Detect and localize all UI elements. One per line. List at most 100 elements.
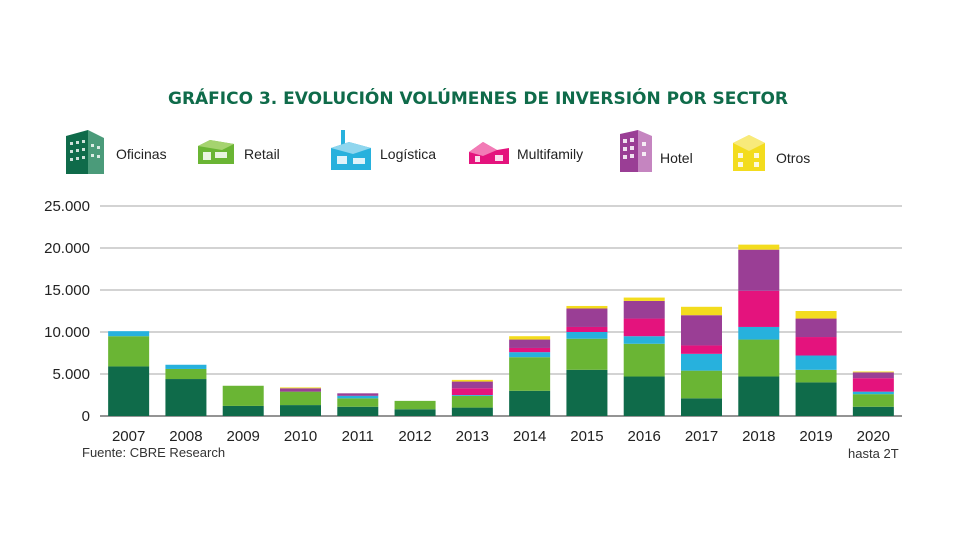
bar-segment-multifamily-2019 bbox=[795, 337, 837, 356]
bar-segment-retail-2020 bbox=[852, 394, 894, 407]
x-tick-label: 2009 bbox=[227, 428, 260, 445]
chart-title: GRÁFICO 3. EVOLUCIÓN VOLÚMENES DE INVERS… bbox=[168, 87, 788, 109]
bar-segment-hotel-2018 bbox=[738, 249, 780, 291]
x-tick-label: 2017 bbox=[685, 428, 718, 445]
bar-segment-retail-2018 bbox=[738, 339, 780, 377]
bar-segment-hotel-2013 bbox=[451, 381, 493, 389]
bar-segment-multifamily-2018 bbox=[738, 290, 780, 327]
bar-segment-otros-2020 bbox=[852, 371, 894, 373]
legend-item-logistica: Logística bbox=[331, 130, 436, 170]
legend-item-hotel: Hotel bbox=[620, 130, 693, 172]
bar-stack-2010 bbox=[280, 387, 321, 416]
bar-segment-hotel-2019 bbox=[795, 318, 837, 338]
legend-label-otros: Otros bbox=[776, 150, 810, 166]
legend-item-multifamily: Multifamily bbox=[469, 142, 583, 164]
x-tick-label: 2010 bbox=[284, 428, 317, 445]
bar-segment-oficinas-2020 bbox=[852, 406, 894, 416]
bar-segment-logística-2019 bbox=[795, 355, 837, 370]
bar-segment-oficinas-2008 bbox=[165, 379, 207, 416]
bar-segment-logística-2014 bbox=[509, 352, 551, 358]
bar-segment-multifamily-2020 bbox=[852, 378, 894, 392]
warehouse-icon bbox=[331, 130, 371, 170]
y-tick-label: 5.000 bbox=[52, 366, 90, 383]
bar-segment-logística-2016 bbox=[623, 336, 665, 344]
x-tick-label: 2016 bbox=[628, 428, 661, 445]
bar-segment-hotel-2010 bbox=[280, 388, 321, 392]
bar-segment-hotel-2014 bbox=[509, 339, 551, 348]
legend-label-logistica: Logística bbox=[380, 146, 436, 162]
bar-stack-2020 bbox=[852, 371, 894, 416]
legend-label-multifamily: Multifamily bbox=[517, 146, 583, 162]
bar-stack-2011 bbox=[337, 393, 379, 416]
bar-segment-otros-2017 bbox=[681, 306, 722, 316]
bar-segment-oficinas-2011 bbox=[337, 406, 379, 416]
x-tick-label: 2008 bbox=[169, 428, 202, 445]
bar-stack-2008 bbox=[165, 364, 207, 416]
bar-segment-oficinas-2009 bbox=[222, 405, 264, 416]
x-tick-label: 2007 bbox=[112, 428, 145, 445]
bar-segment-oficinas-2016 bbox=[623, 376, 665, 416]
bar-segment-otros-2019 bbox=[795, 311, 837, 319]
x-tick-label: 2013 bbox=[456, 428, 489, 445]
source-note: Fuente: CBRE Research bbox=[82, 445, 225, 460]
bar-segment-hotel-2016 bbox=[623, 300, 665, 319]
bar-segment-oficinas-2010 bbox=[280, 405, 321, 416]
x-tick-label: 2011 bbox=[342, 428, 374, 445]
bar-stack-2019 bbox=[795, 311, 837, 416]
bar-segment-otros-2018 bbox=[738, 244, 780, 250]
other-building-icon bbox=[733, 135, 765, 171]
bar-segment-oficinas-2013 bbox=[451, 407, 493, 416]
bar-segment-retail-2009 bbox=[222, 385, 264, 406]
legend: Oficinas Retail Logística bbox=[66, 130, 810, 174]
bar-segment-retail-2010 bbox=[280, 391, 321, 406]
bar-segment-retail-2014 bbox=[509, 357, 551, 391]
bars bbox=[108, 244, 894, 416]
bar-segment-retail-2016 bbox=[623, 343, 665, 377]
bar-segment-otros-2010 bbox=[280, 387, 321, 389]
bar-segment-hotel-2015 bbox=[566, 308, 608, 327]
x-tick-label: 2014 bbox=[513, 428, 546, 445]
legend-item-oficinas: Oficinas bbox=[66, 130, 167, 174]
bar-segment-logística-2015 bbox=[566, 332, 608, 339]
bar-stack-2009 bbox=[222, 385, 264, 416]
legend-label-retail: Retail bbox=[244, 146, 280, 162]
house-icon bbox=[469, 142, 509, 164]
bar-stack-2014 bbox=[509, 336, 551, 416]
bar-segment-otros-2016 bbox=[623, 297, 665, 301]
bar-segment-retail-2007 bbox=[108, 336, 150, 367]
x-tick-label: 2012 bbox=[398, 428, 431, 445]
bar-segment-multifamily-2013 bbox=[451, 388, 493, 395]
bar-segment-logística-2013 bbox=[451, 395, 493, 396]
bar-stack-2016 bbox=[623, 297, 665, 416]
bar-stack-2013 bbox=[451, 379, 493, 416]
bar-segment-oficinas-2019 bbox=[795, 382, 837, 416]
y-tick-label: 0 bbox=[82, 408, 90, 425]
bar-segment-hotel-2011 bbox=[337, 393, 379, 396]
bar-segment-oficinas-2007 bbox=[108, 366, 150, 416]
bar-segment-oficinas-2017 bbox=[681, 398, 722, 416]
retail-store-icon bbox=[198, 140, 234, 164]
bar-segment-oficinas-2015 bbox=[566, 369, 608, 416]
bar-stack-2012 bbox=[394, 400, 436, 416]
hotel-icon bbox=[620, 130, 652, 172]
bar-segment-hotel-2020 bbox=[852, 372, 894, 379]
bar-segment-retail-2019 bbox=[795, 369, 837, 383]
bar-segment-multifamily-2017 bbox=[681, 345, 722, 354]
office-building-icon bbox=[66, 130, 104, 174]
bar-segment-retail-2012 bbox=[394, 400, 436, 410]
bar-segment-oficinas-2018 bbox=[738, 376, 780, 416]
bar-segment-retail-2008 bbox=[165, 368, 207, 380]
legend-label-hotel: Hotel bbox=[660, 150, 693, 166]
legend-item-retail: Retail bbox=[198, 140, 280, 164]
y-tick-label: 25.000 bbox=[44, 198, 90, 215]
x-tick-label: 2019 bbox=[799, 428, 832, 445]
bar-segment-logística-2008 bbox=[165, 364, 207, 369]
y-tick-label: 10.000 bbox=[44, 324, 90, 341]
legend-item-otros: Otros bbox=[733, 135, 810, 171]
bar-segment-hotel-2017 bbox=[681, 315, 722, 346]
bar-segment-logística-2007 bbox=[108, 331, 150, 337]
bar-segment-multifamily-2014 bbox=[509, 347, 551, 353]
bar-segment-logística-2018 bbox=[738, 326, 780, 340]
bar-segment-retail-2017 bbox=[681, 370, 722, 399]
